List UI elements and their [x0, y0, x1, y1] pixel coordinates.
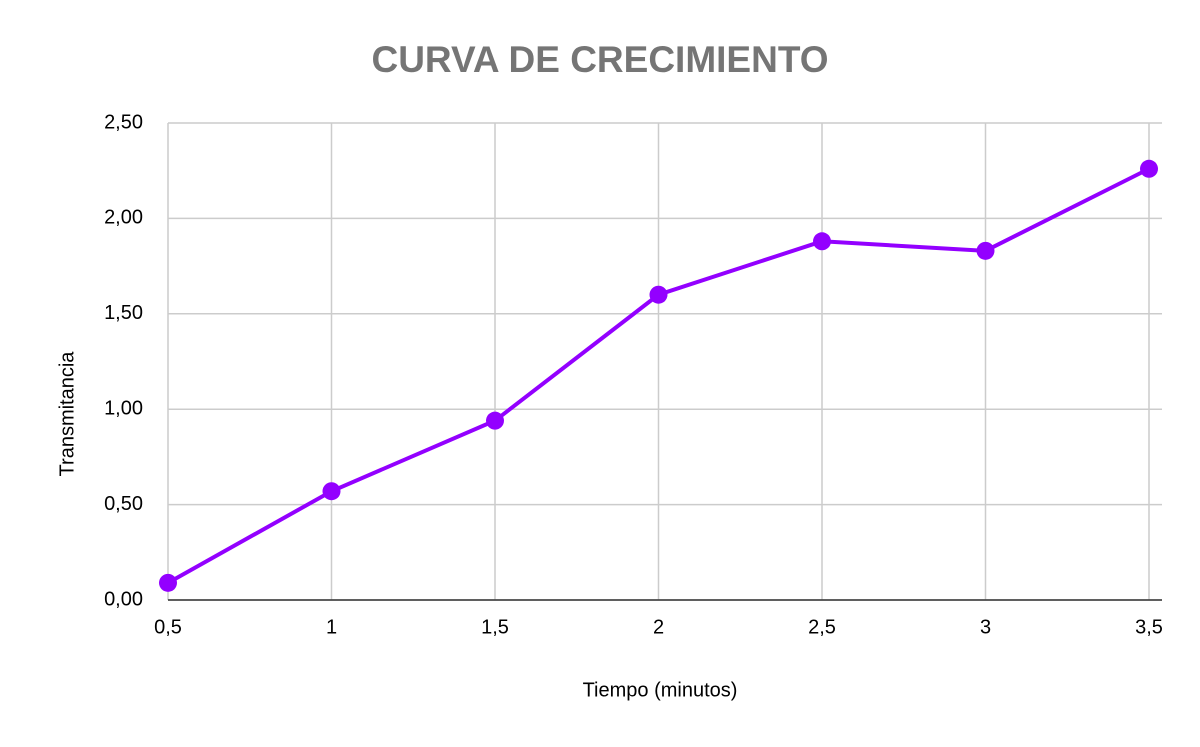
x-axis-label: Tiempo (minutos) — [583, 679, 738, 701]
point — [159, 573, 177, 592]
y-tick-label: 0,00 — [104, 588, 143, 610]
x-tick-label: 1 — [326, 616, 337, 638]
point — [1140, 159, 1158, 178]
x-tick-label: 2,5 — [808, 616, 836, 638]
y-tick-label: 0,50 — [104, 493, 143, 515]
y-tick-label: 2,00 — [104, 207, 143, 229]
x-tick-label: 2 — [653, 616, 664, 638]
y-tick-label: 1,00 — [104, 397, 143, 419]
y-axis-label: Transmitancia — [56, 351, 78, 477]
x-tick-label: 3 — [980, 616, 991, 638]
point — [813, 232, 831, 251]
point — [976, 241, 995, 260]
y-tick-label: 2,50 — [104, 111, 143, 133]
x-tick-label: 3,5 — [1135, 616, 1163, 638]
chart-title: CURVA DE CRECIMIENTO — [371, 39, 828, 80]
x-tick-label: 1,5 — [481, 616, 509, 638]
point — [649, 285, 668, 304]
y-tick-label: 1,50 — [104, 302, 143, 324]
point — [486, 411, 504, 430]
x-tick-label: 0,5 — [154, 616, 182, 638]
point — [322, 482, 341, 501]
